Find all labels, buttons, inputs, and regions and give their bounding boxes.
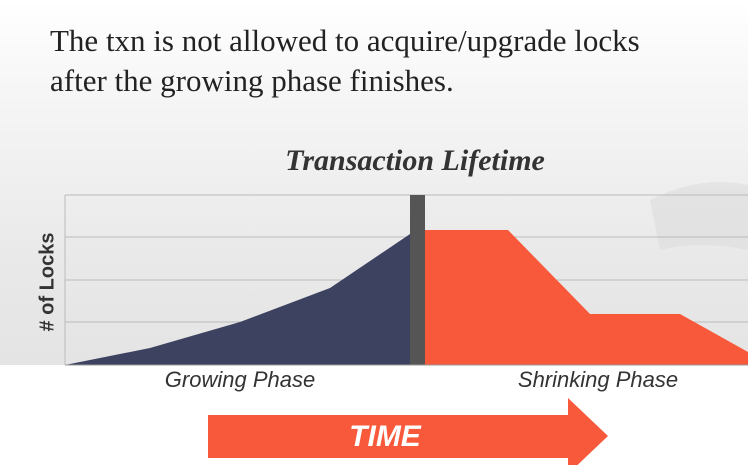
decoration bbox=[650, 182, 748, 250]
time-arrow bbox=[208, 398, 608, 465]
lock-point bbox=[410, 195, 425, 365]
phase-label: Shrinking Phase bbox=[518, 367, 678, 392]
body-line: The txn is not allowed to acquire/upgrad… bbox=[50, 23, 640, 58]
body-line: after the growing phase finishes. bbox=[50, 63, 454, 98]
shrinking-area bbox=[425, 230, 748, 365]
growing-area bbox=[65, 232, 413, 365]
y-axis-label: # of Locks bbox=[36, 233, 58, 332]
diagram-title: Transaction Lifetime bbox=[285, 144, 545, 177]
arrow-label: TIME bbox=[349, 420, 422, 453]
phase-label: Growing Phase bbox=[165, 367, 315, 392]
